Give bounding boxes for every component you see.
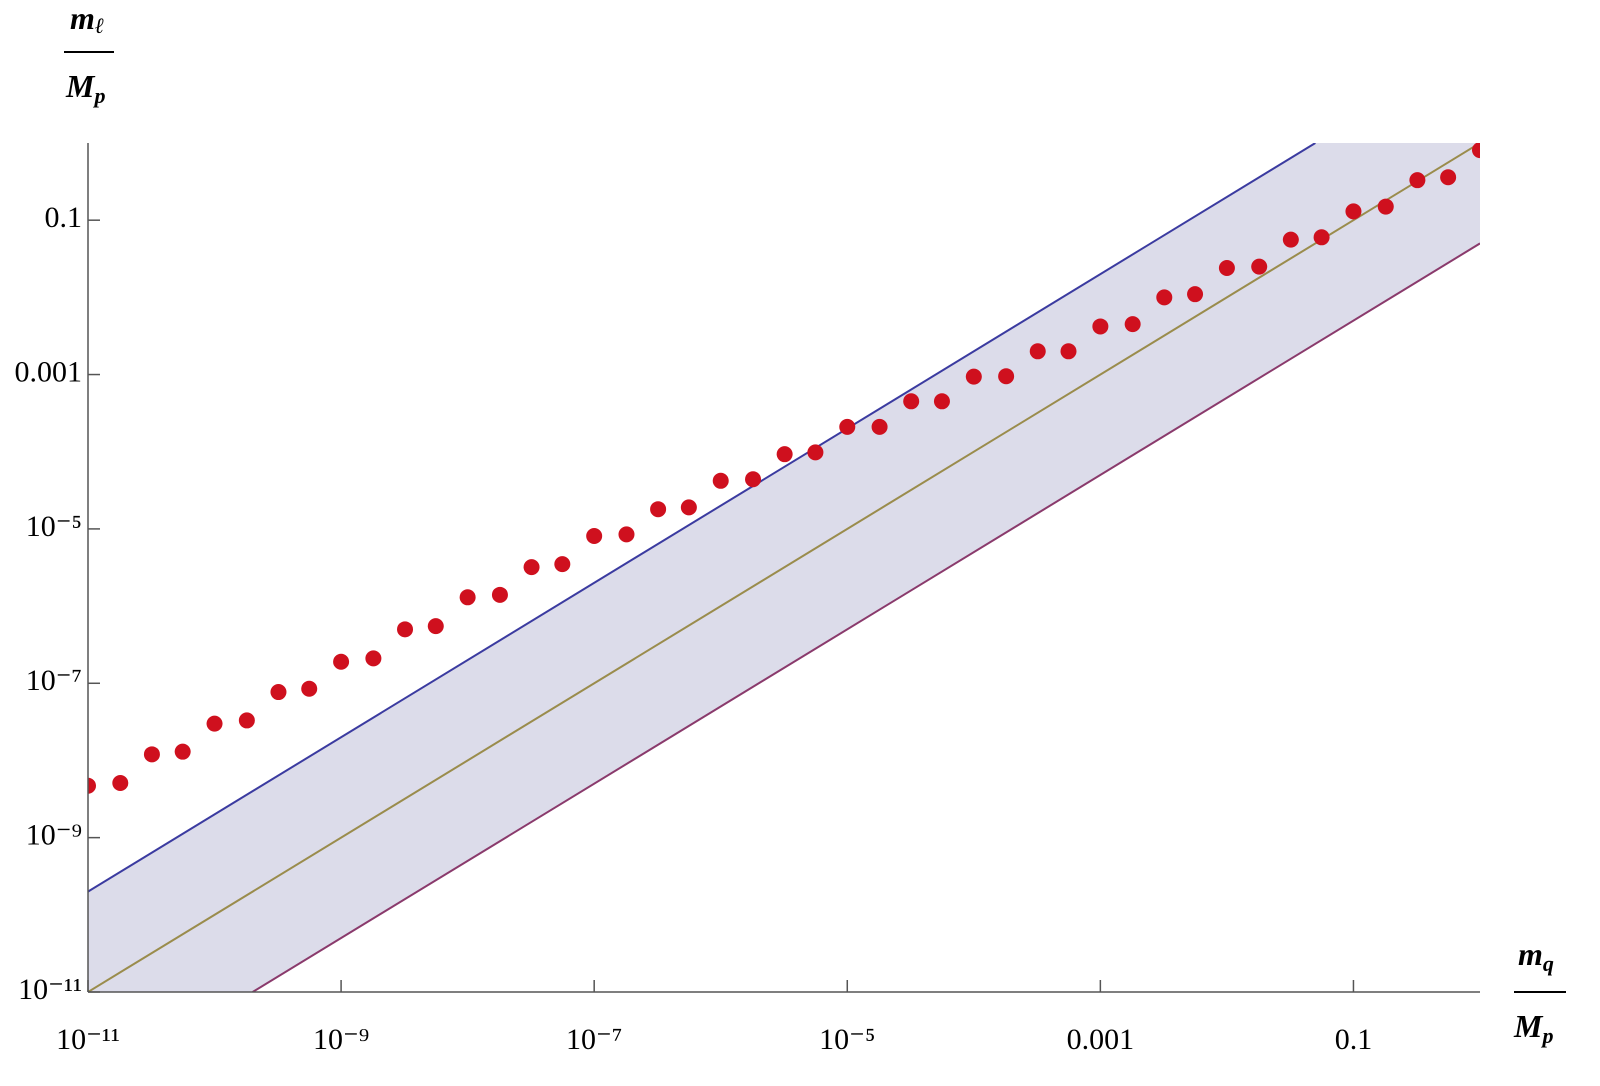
point	[1345, 203, 1362, 220]
point	[965, 368, 982, 385]
point	[1440, 169, 1457, 186]
point	[650, 501, 667, 518]
point	[333, 653, 350, 670]
point	[839, 418, 856, 435]
point	[206, 715, 223, 732]
y-axis-label: mℓ Mp	[64, 0, 114, 108]
point	[1409, 172, 1426, 189]
x-label-numerator: mq	[1518, 936, 1554, 976]
point	[586, 527, 603, 544]
point	[1282, 231, 1299, 248]
point	[459, 589, 476, 606]
reference-line	[88, 143, 1480, 992]
point	[397, 621, 414, 638]
reference-line	[88, 143, 1316, 893]
label-symbol: m	[1518, 936, 1543, 972]
point	[270, 684, 287, 701]
x-tick-label: 10⁻¹¹	[56, 1023, 120, 1056]
point	[1092, 318, 1109, 335]
point	[807, 444, 824, 461]
y-tick-label: 10⁻⁵	[26, 510, 82, 543]
point	[1472, 143, 1480, 159]
y-tick-label: 10⁻⁷	[26, 664, 82, 697]
x-tick-label: 10⁻⁷	[566, 1023, 622, 1056]
label-subscript: p	[1540, 1023, 1553, 1048]
point	[301, 680, 318, 697]
plot-area	[88, 143, 1480, 992]
point	[1124, 316, 1141, 333]
point	[1377, 198, 1394, 215]
point	[88, 777, 96, 794]
x-axis-label: mq Mp	[1513, 936, 1566, 1048]
label-symbol: M	[65, 68, 96, 104]
y-tick-label: 0.001	[15, 355, 83, 388]
point	[933, 393, 950, 410]
y-tick-label: 10⁻¹¹	[18, 973, 82, 1006]
point	[871, 418, 888, 435]
point	[1218, 260, 1235, 277]
y-label-numerator: mℓ	[70, 0, 104, 38]
x-tick-label: 10⁻⁹	[313, 1023, 369, 1056]
point	[776, 446, 793, 463]
y-tick-label: 10⁻⁹	[26, 819, 82, 852]
point	[143, 746, 160, 763]
point	[238, 712, 255, 729]
point	[745, 471, 762, 488]
point	[554, 556, 571, 573]
x-tick-label: 10⁻⁵	[819, 1023, 875, 1056]
point	[1156, 289, 1173, 306]
label-subscript: p	[92, 83, 105, 108]
point	[712, 472, 729, 489]
point	[903, 393, 920, 410]
point	[365, 650, 382, 667]
y-tick-label: 0.1	[45, 201, 83, 234]
label-subscript: q	[1543, 951, 1554, 976]
point	[1187, 286, 1204, 303]
x-tick-label: 0.001	[1067, 1023, 1135, 1056]
point	[523, 559, 540, 576]
point	[427, 618, 444, 635]
label-subscript: ℓ	[95, 13, 104, 38]
point	[998, 368, 1015, 385]
point	[1060, 343, 1077, 360]
point	[174, 743, 191, 760]
label-symbol: M	[1513, 1008, 1544, 1044]
point	[1313, 229, 1330, 246]
point	[1251, 258, 1268, 275]
y-label-denominator: Mp	[65, 68, 105, 108]
x-label-denominator: Mp	[1513, 1008, 1553, 1048]
point	[618, 526, 635, 543]
point	[1029, 343, 1046, 360]
point	[491, 586, 508, 603]
reference-line	[252, 242, 1480, 992]
point	[112, 775, 129, 792]
label-symbol: m	[70, 0, 95, 36]
point	[680, 499, 697, 516]
x-tick-label: 0.1	[1335, 1023, 1373, 1056]
